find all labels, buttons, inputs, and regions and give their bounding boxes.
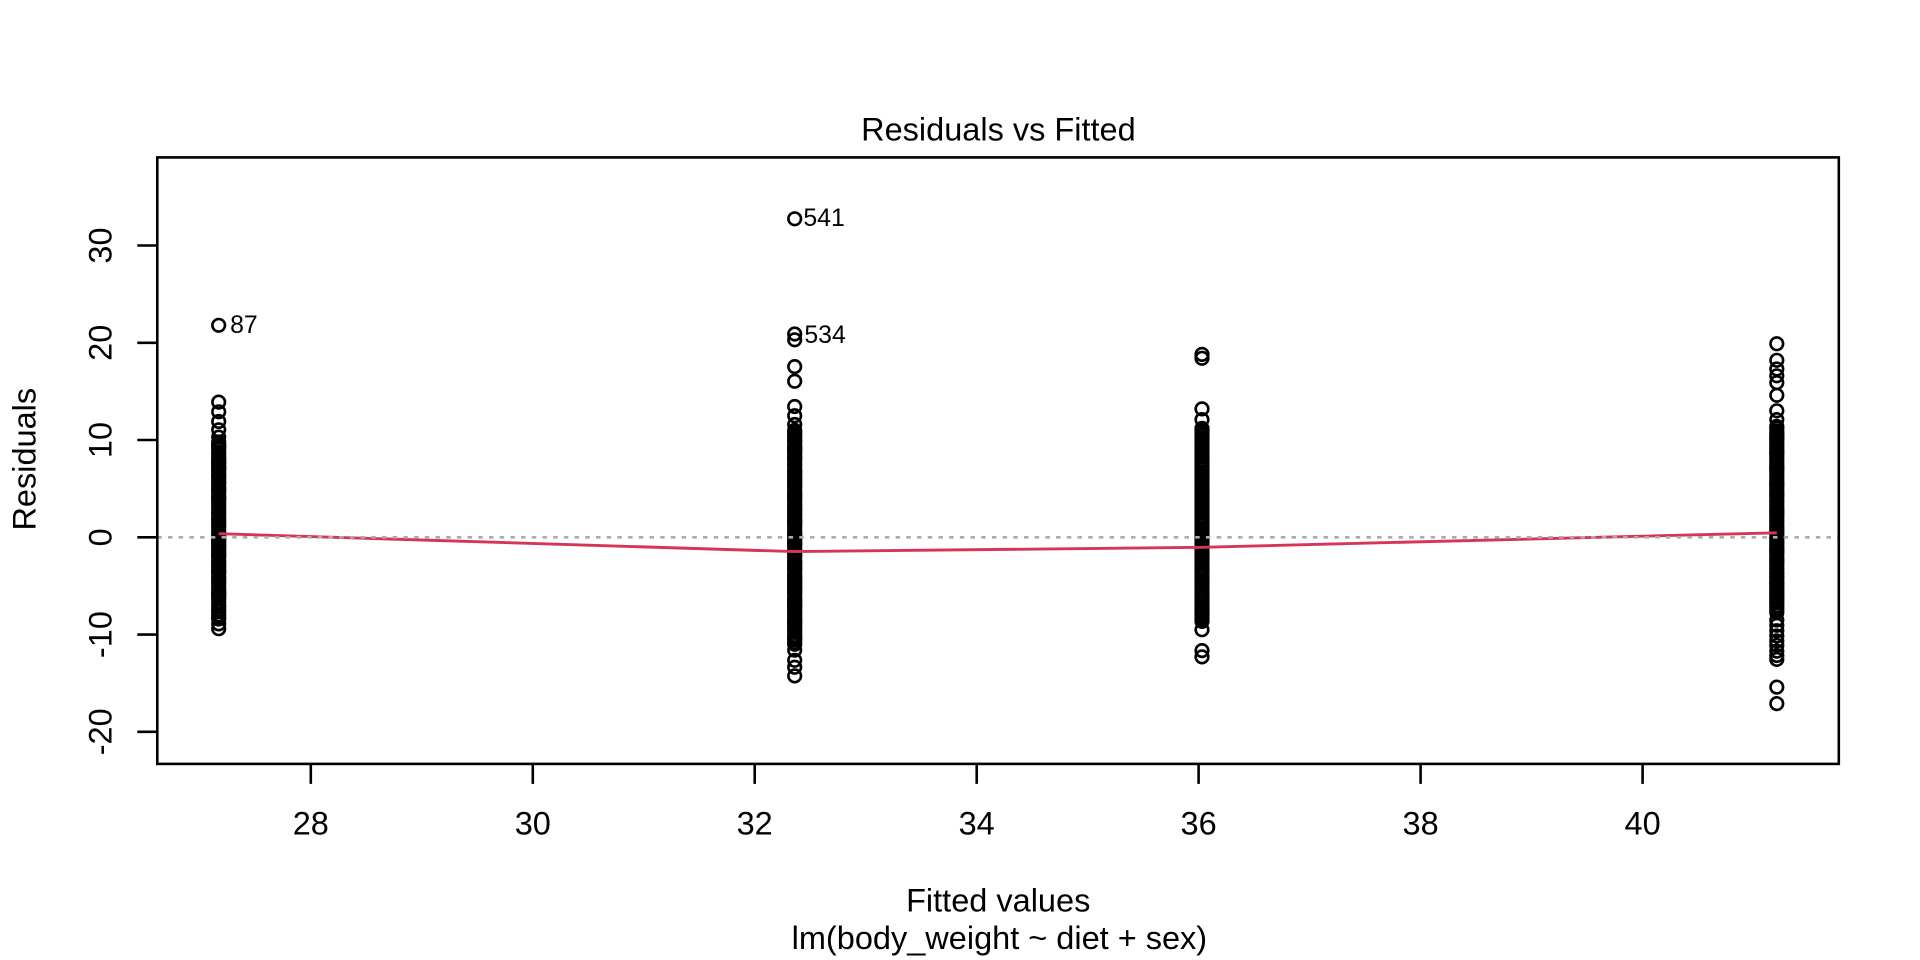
svg-text:0: 0: [82, 528, 118, 546]
svg-text:40: 40: [1625, 805, 1661, 841]
svg-text:30: 30: [515, 805, 551, 841]
svg-text:30: 30: [82, 227, 118, 263]
svg-text:534: 534: [804, 322, 846, 349]
svg-text:541: 541: [803, 205, 844, 232]
svg-text:20: 20: [82, 325, 118, 361]
svg-text:34: 34: [959, 805, 995, 841]
svg-text:10: 10: [82, 422, 118, 458]
svg-text:Residuals: Residuals: [6, 388, 42, 531]
svg-text:Residuals vs Fitted: Residuals vs Fitted: [861, 111, 1136, 147]
svg-text:32: 32: [737, 805, 773, 841]
svg-text:87: 87: [230, 312, 258, 339]
svg-text:Fitted values: Fitted values: [906, 882, 1090, 918]
svg-text:36: 36: [1181, 805, 1217, 841]
svg-text:-20: -20: [82, 708, 118, 755]
svg-text:38: 38: [1403, 805, 1439, 841]
svg-text:28: 28: [293, 805, 329, 841]
svg-text:lm(body_weight ~ diet + sex): lm(body_weight ~ diet + sex): [792, 920, 1208, 956]
svg-text:-10: -10: [82, 611, 118, 658]
